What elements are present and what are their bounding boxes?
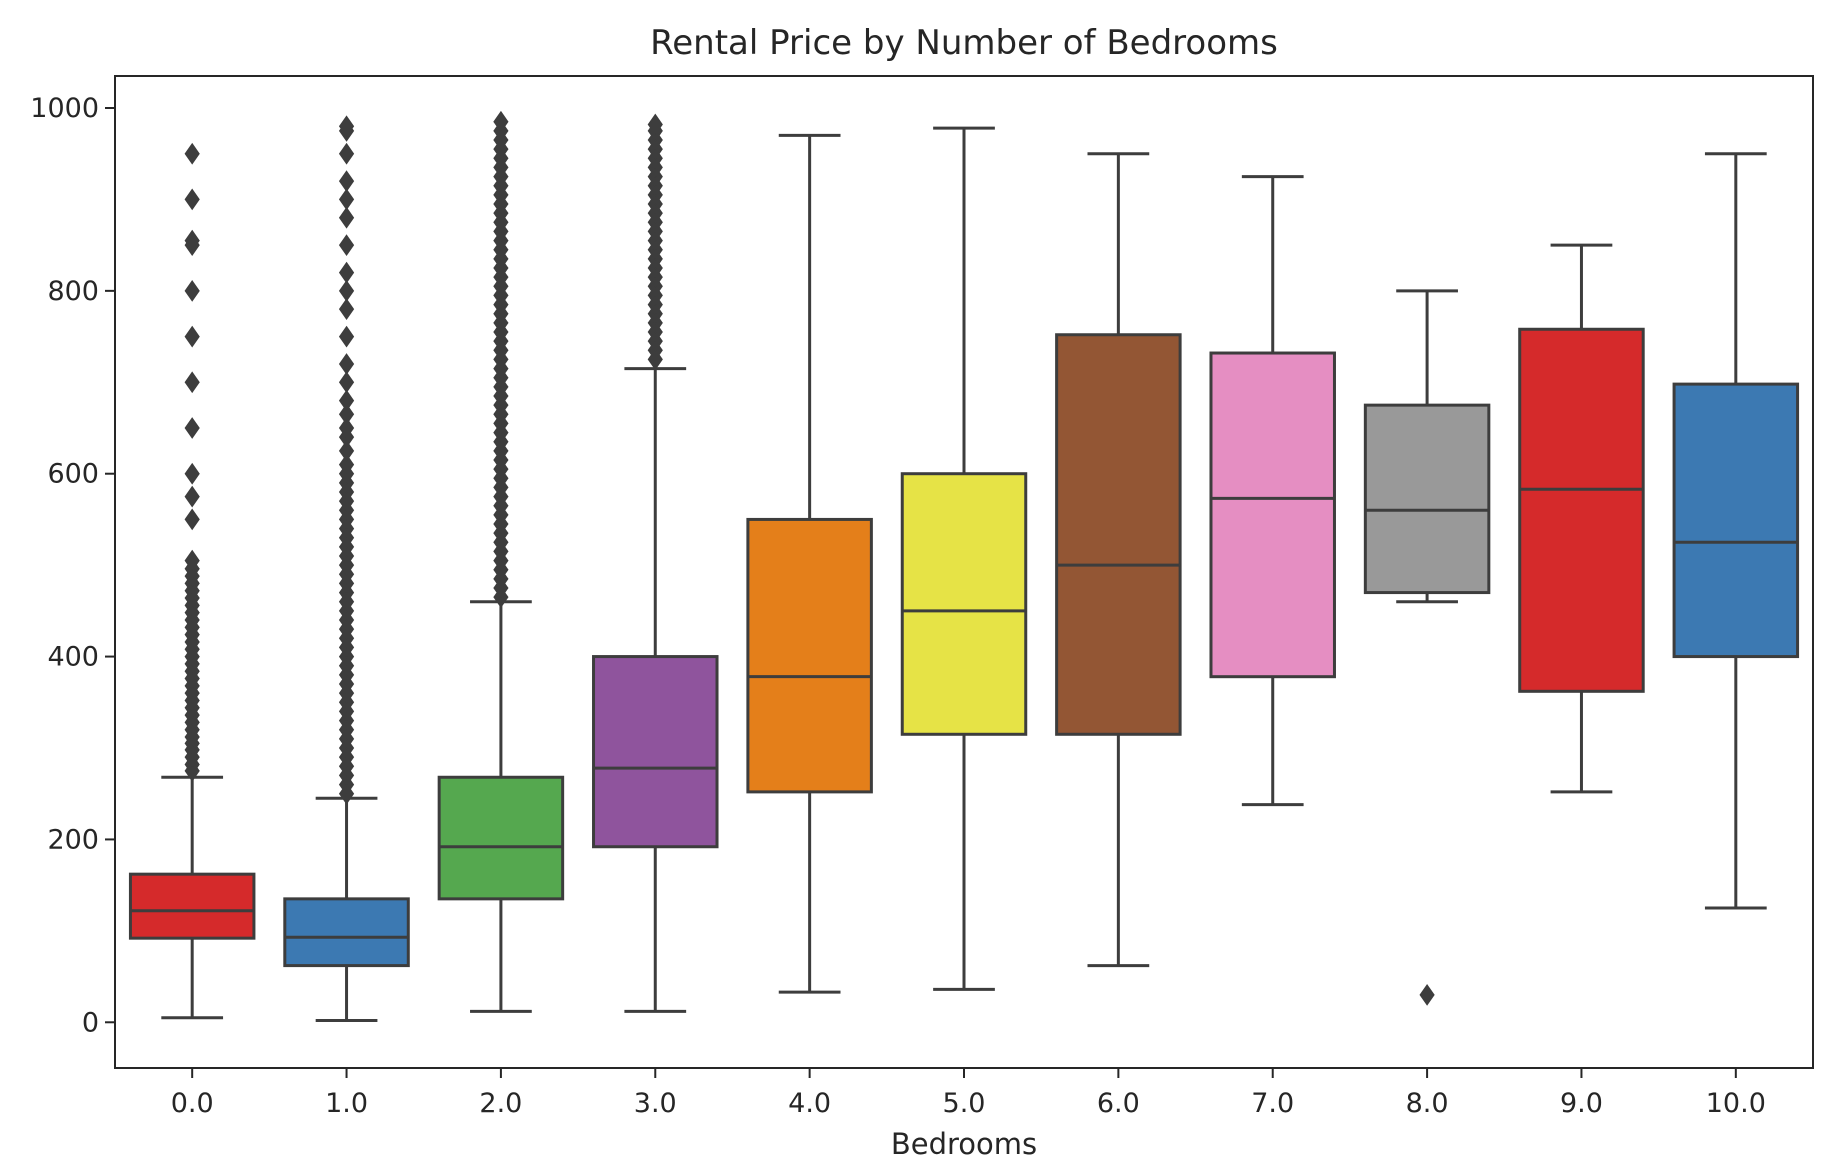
box-iqr	[1055, 333, 1182, 736]
outlier-point	[338, 279, 355, 302]
y-tick-label: 800	[47, 276, 99, 307]
box-group	[128, 142, 256, 1020]
box-group	[746, 133, 873, 994]
box-group	[1055, 152, 1182, 968]
outlier-point	[338, 234, 355, 257]
x-tick-label: 10.0	[1706, 1088, 1766, 1119]
x-tick-label: 6.0	[1097, 1088, 1140, 1119]
box-group	[592, 113, 719, 1013]
x-tick-label: 3.0	[634, 1088, 677, 1119]
outlier-point	[338, 417, 355, 439]
boxes-layer	[128, 110, 1800, 1022]
y-tick-label: 200	[47, 824, 99, 855]
chart-title: Rental Price by Number of Bedrooms	[650, 23, 1278, 63]
outlier-point	[338, 403, 355, 426]
outlier-point	[184, 485, 200, 508]
box-iqr	[437, 775, 565, 901]
outlier-point	[338, 170, 355, 193]
outlier-point	[338, 453, 355, 476]
x-tick-label: 2.0	[479, 1088, 522, 1119]
outlier-point	[338, 389, 355, 412]
box-group	[1363, 289, 1491, 1006]
x-tick-label: 1.0	[325, 1088, 368, 1119]
x-tick-label: 4.0	[788, 1088, 831, 1119]
y-tick-label: 400	[47, 642, 99, 673]
box-group	[283, 115, 410, 1022]
box-iqr	[1209, 351, 1336, 679]
x-axis-label: Bedrooms	[891, 1127, 1037, 1161]
outlier-point	[338, 206, 355, 229]
box-iqr	[1518, 327, 1645, 693]
outlier-point	[338, 325, 355, 348]
y-tick-label: 0	[82, 1007, 99, 1038]
outlier-point	[338, 298, 355, 321]
box-iqr	[1363, 403, 1491, 595]
box-iqr	[283, 897, 410, 968]
box-group	[1672, 152, 1800, 910]
y-tick-label: 600	[47, 459, 99, 490]
outlier-point	[493, 110, 509, 133]
box-group	[1209, 175, 1336, 807]
outlier-point	[338, 188, 355, 211]
x-tick-label: 5.0	[943, 1088, 986, 1119]
outlier-point	[338, 439, 355, 462]
y-axis: 0 200 400 600 800 1000	[30, 93, 115, 1038]
outlier-point	[184, 279, 200, 302]
outlier-point	[184, 508, 200, 531]
outlier-point	[647, 113, 663, 136]
x-tick-label: 0.0	[171, 1088, 214, 1119]
box-group	[1518, 243, 1645, 794]
outlier-point	[338, 261, 355, 284]
outlier-point	[184, 188, 200, 211]
outlier-point	[184, 549, 200, 572]
outlier-point	[184, 229, 200, 252]
outlier-point	[184, 417, 200, 439]
box-group	[437, 110, 565, 1013]
box-iqr	[128, 872, 256, 940]
outlier-point	[184, 371, 200, 394]
y-tick-label: 1000	[30, 93, 99, 124]
x-axis: 0.0 1.0 2.0 3.0 4.0 5.0 6.0 7.0 8.0 9.0 10.0	[171, 1068, 1766, 1119]
outlier-point	[1419, 983, 1435, 1006]
outlier-point	[338, 142, 355, 165]
plot-frame	[114, 75, 1814, 1069]
x-tick-label: 9.0	[1560, 1088, 1603, 1119]
box-iqr	[592, 655, 719, 849]
outlier-point	[184, 462, 200, 485]
outlier-point	[338, 115, 355, 138]
outlier-point	[338, 353, 355, 375]
box-group	[900, 126, 1028, 991]
box-iqr	[746, 517, 873, 794]
x-tick-label: 8.0	[1406, 1088, 1449, 1119]
x-tick-label: 7.0	[1251, 1088, 1294, 1119]
box-iqr	[900, 472, 1028, 736]
outlier-point	[338, 371, 355, 394]
outlier-point	[184, 325, 200, 348]
box-iqr	[1672, 382, 1800, 659]
outlier-point	[184, 142, 200, 165]
